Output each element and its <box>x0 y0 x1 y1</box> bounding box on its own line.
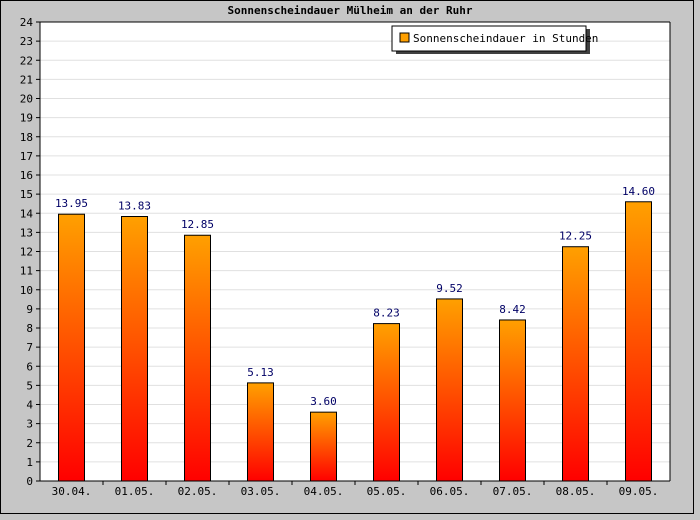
y-tick-label: 18 <box>20 131 33 144</box>
y-tick-label: 4 <box>26 399 33 412</box>
bar-value-label: 12.25 <box>559 230 592 243</box>
bar <box>625 201 652 482</box>
y-tick-label: 6 <box>26 360 33 373</box>
x-tick-label: 06.05. <box>430 485 470 498</box>
y-tick-label: 21 <box>20 73 33 86</box>
bars: 13.95 13.83 12.85 5.13 3.60 8.23 9.52 8.42 12.25… <box>55 185 655 482</box>
y-tick-label: 14 <box>20 207 34 220</box>
bar-value-label: 5.13 <box>247 366 274 379</box>
y-tick-label: 2 <box>26 437 33 450</box>
bar <box>121 216 148 482</box>
y-tick-label: 5 <box>26 379 33 392</box>
legend-label: Sonnenscheindauer in Stunden <box>413 32 598 45</box>
y-tick-label: 9 <box>26 303 33 316</box>
legend-box <box>391 25 587 52</box>
bar-value-label: 13.83 <box>118 200 151 213</box>
x-tick-label: 30.04. <box>52 485 92 498</box>
bar-value-label: 13.95 <box>55 197 88 210</box>
bar <box>247 382 274 482</box>
bar-value-label: 8.23 <box>373 307 400 320</box>
bar-value-label: 12.85 <box>181 218 214 231</box>
x-tick-label: 04.05. <box>304 485 344 498</box>
y-tick-label: 24 <box>20 16 34 29</box>
legend: Sonnenscheindauer in Stunden <box>391 25 598 54</box>
y-tick-label: 15 <box>20 188 33 201</box>
bar <box>310 411 337 482</box>
x-tick-label: 02.05. <box>178 485 218 498</box>
y-tick-label: 23 <box>20 35 33 48</box>
bar-value-label: 3.60 <box>310 395 337 408</box>
x-tick-label: 01.05. <box>115 485 155 498</box>
bar <box>184 234 211 482</box>
y-tick-label: 1 <box>26 456 33 469</box>
y-tick-label: 20 <box>20 93 33 106</box>
y-tick-label: 7 <box>26 341 33 354</box>
y-tick-label: 19 <box>20 112 33 125</box>
bar <box>499 319 526 482</box>
y-tick-label: 11 <box>20 265 33 278</box>
y-tick-label: 10 <box>20 284 33 297</box>
y-tick-label: 22 <box>20 54 33 67</box>
y-tick-label: 0 <box>26 475 33 488</box>
bar-value-label: 8.42 <box>499 303 526 316</box>
bar <box>436 298 463 482</box>
x-tick-label: 07.05. <box>493 485 533 498</box>
y-tick-label: 13 <box>20 226 33 239</box>
y-tick-label: 3 <box>26 418 33 431</box>
x-tick-label: 05.05. <box>367 485 407 498</box>
bar-value-label: 14.60 <box>622 185 655 198</box>
x-tick-label: 08.05. <box>556 485 596 498</box>
axes: 0123456789101112131415161718192021222324… <box>20 16 671 498</box>
bar <box>562 246 589 482</box>
x-tick-label: 03.05. <box>241 485 281 498</box>
bar-value-label: 9.52 <box>436 282 463 295</box>
x-tick-label: 09.05. <box>619 485 659 498</box>
bar <box>373 323 400 482</box>
bar <box>58 213 85 482</box>
chart-title: Sonnenscheindauer Mülheim an der Ruhr <box>227 4 472 17</box>
y-tick-label: 8 <box>26 322 33 335</box>
y-tick-label: 12 <box>20 246 33 259</box>
y-tick-label: 17 <box>20 150 33 163</box>
y-tick-label: 16 <box>20 169 33 182</box>
legend-swatch <box>399 32 410 43</box>
